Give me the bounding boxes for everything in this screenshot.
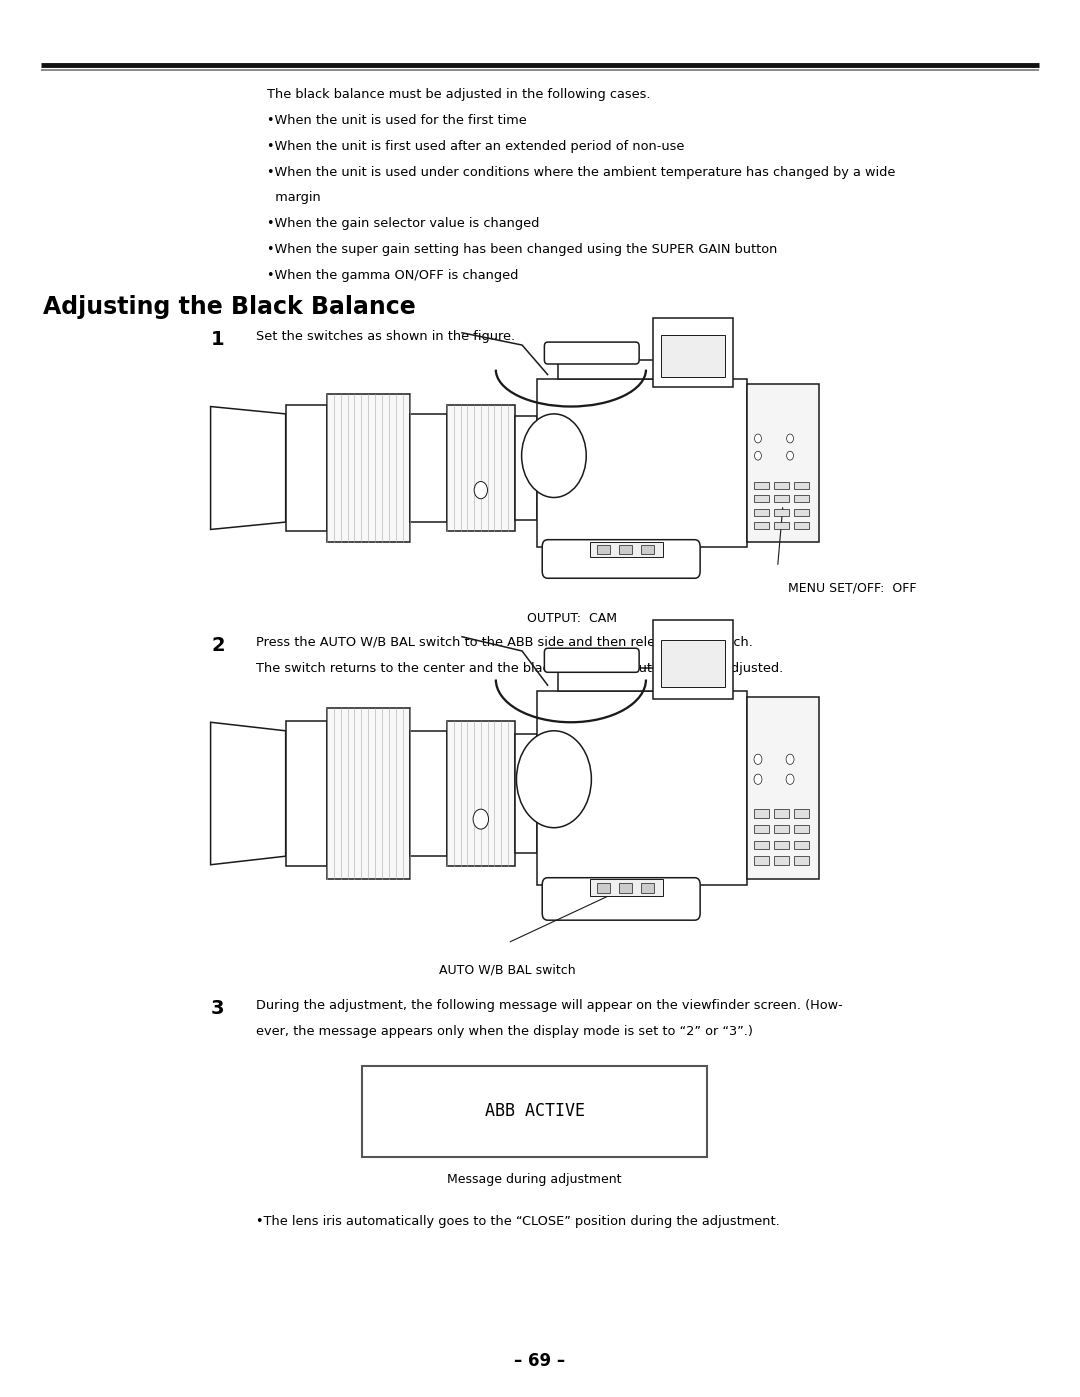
Bar	[447, 405, 514, 531]
Bar	[795, 809, 809, 817]
Circle shape	[473, 809, 488, 828]
Bar	[774, 841, 788, 849]
Circle shape	[755, 434, 761, 443]
Text: 1: 1	[211, 330, 225, 349]
Bar	[795, 482, 809, 489]
Bar	[774, 482, 788, 489]
Text: •When the gain selector value is changed: •When the gain selector value is changed	[267, 218, 539, 231]
Bar	[795, 856, 809, 865]
Text: •The lens iris automatically goes to the “CLOSE” position during the adjustment.: •The lens iris automatically goes to the…	[256, 1215, 780, 1228]
Text: The switch returns to the center and the black balance is automatically adjusted: The switch returns to the center and the…	[256, 662, 783, 675]
Bar	[619, 545, 632, 553]
Bar	[661, 335, 725, 377]
Bar	[597, 883, 610, 893]
Bar	[362, 1066, 707, 1157]
Text: •When the unit is used for the first time: •When the unit is used for the first tim…	[267, 113, 527, 127]
Circle shape	[522, 414, 586, 497]
Bar	[747, 384, 819, 542]
Bar	[774, 509, 788, 515]
Bar	[652, 620, 732, 700]
Bar	[661, 640, 725, 687]
Bar	[285, 721, 327, 866]
Bar	[795, 522, 809, 529]
Bar	[619, 883, 632, 893]
Bar	[514, 416, 537, 520]
Bar	[795, 495, 809, 503]
Bar	[755, 482, 769, 489]
Bar	[795, 824, 809, 834]
Text: 2: 2	[211, 636, 225, 655]
Bar	[755, 841, 769, 849]
Circle shape	[786, 451, 794, 460]
FancyBboxPatch shape	[542, 877, 700, 921]
Bar	[652, 319, 732, 387]
Text: •When the gamma ON/OFF is changed: •When the gamma ON/OFF is changed	[267, 268, 518, 282]
Bar	[774, 522, 788, 529]
Circle shape	[754, 754, 762, 764]
Text: – 69 –: – 69 –	[514, 1352, 566, 1369]
Bar	[755, 856, 769, 865]
Bar	[409, 731, 447, 856]
Circle shape	[754, 774, 762, 784]
Bar	[590, 879, 663, 895]
Bar	[755, 809, 769, 817]
Bar	[447, 721, 514, 866]
Text: OUTPUT:  CAM: OUTPUT: CAM	[527, 612, 618, 624]
Bar	[514, 733, 537, 854]
Text: During the adjustment, the following message will appear on the viewfinder scree: During the adjustment, the following mes…	[256, 999, 842, 1011]
Circle shape	[474, 482, 487, 499]
Text: •When the unit is first used after an extended period of non-use: •When the unit is first used after an ex…	[267, 140, 684, 152]
Bar	[755, 509, 769, 515]
Polygon shape	[211, 722, 285, 865]
Bar	[537, 380, 747, 546]
FancyBboxPatch shape	[542, 539, 700, 578]
Bar	[597, 545, 610, 553]
Bar	[590, 542, 663, 556]
Bar	[755, 824, 769, 834]
Bar	[327, 708, 409, 879]
Text: •When the unit is used under conditions where the ambient temperature has change: •When the unit is used under conditions …	[267, 166, 895, 179]
Text: 3: 3	[212, 999, 225, 1018]
Circle shape	[755, 451, 761, 460]
Text: margin: margin	[267, 191, 321, 204]
Bar	[642, 883, 654, 893]
Text: The black balance must be adjusted in the following cases.: The black balance must be adjusted in th…	[267, 88, 650, 101]
Bar	[774, 856, 788, 865]
Bar	[795, 509, 809, 515]
Circle shape	[786, 774, 794, 784]
Text: Press the AUTO W/B BAL switch to the ABB side and then release the switch.: Press the AUTO W/B BAL switch to the ABB…	[256, 636, 753, 648]
Text: AUTO W/B BAL switch: AUTO W/B BAL switch	[440, 964, 576, 977]
Circle shape	[516, 731, 592, 827]
FancyBboxPatch shape	[544, 342, 639, 365]
Bar	[537, 692, 747, 884]
Bar	[327, 394, 409, 542]
Text: ever, the message appears only when the display mode is set to “2” or “3”.): ever, the message appears only when the …	[256, 1025, 753, 1038]
Polygon shape	[211, 407, 285, 529]
Bar	[755, 495, 769, 503]
Text: MENU SET/OFF:  OFF: MENU SET/OFF: OFF	[788, 581, 917, 594]
Circle shape	[786, 434, 794, 443]
Bar	[755, 522, 769, 529]
Bar	[774, 809, 788, 817]
Bar	[642, 545, 654, 553]
Bar	[795, 841, 809, 849]
Text: Adjusting the Black Balance: Adjusting the Black Balance	[43, 295, 416, 319]
Bar	[409, 414, 447, 522]
Bar	[747, 697, 819, 879]
Bar	[285, 405, 327, 531]
Text: Set the switches as shown in the figure.: Set the switches as shown in the figure.	[256, 330, 515, 342]
Text: •When the super gain setting has been changed using the SUPER GAIN button: •When the super gain setting has been ch…	[267, 243, 778, 256]
Bar	[774, 495, 788, 503]
Circle shape	[786, 754, 794, 764]
Text: Message during adjustment: Message during adjustment	[447, 1173, 622, 1186]
Text: ABB ACTIVE: ABB ACTIVE	[485, 1102, 584, 1120]
Bar	[558, 360, 663, 380]
Bar	[558, 668, 663, 692]
FancyBboxPatch shape	[544, 648, 639, 672]
Bar	[774, 824, 788, 834]
